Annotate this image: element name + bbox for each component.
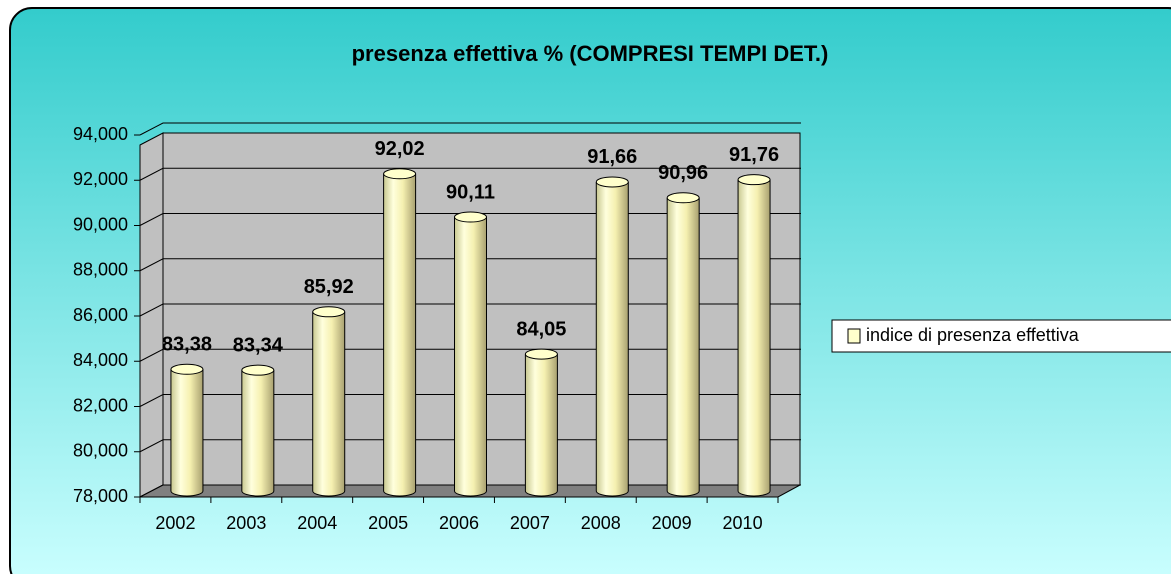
grid-line <box>139 258 801 272</box>
bar-outline <box>383 173 417 497</box>
bar-outline <box>595 181 629 497</box>
x-tick-label: 2007 <box>510 513 550 533</box>
y-tick-label: 86,000 <box>73 305 128 325</box>
data-label: 92,02 <box>375 138 425 160</box>
x-tick-label: 2010 <box>723 513 763 533</box>
y-tick-label: 94,000 <box>73 124 128 144</box>
grid-line <box>139 122 801 136</box>
data-label: 90,11 <box>446 181 495 203</box>
data-label: 85,92 <box>304 276 354 298</box>
data-label: 84,05 <box>516 318 566 340</box>
x-tick-label: 2003 <box>226 513 266 533</box>
data-label: 91,66 <box>587 146 637 168</box>
bar-top <box>524 348 558 360</box>
grid-line <box>139 439 801 453</box>
bar-top <box>595 176 629 188</box>
legend-label: indice di presenza effettiva <box>866 325 1080 345</box>
grid-line <box>139 303 801 317</box>
y-tick-label: 78,000 <box>73 486 128 506</box>
bar-top <box>666 192 700 204</box>
bar-top <box>170 363 204 375</box>
bar-outline <box>241 370 275 497</box>
grid-line <box>139 394 801 407</box>
bar-top <box>454 211 487 223</box>
grid-line <box>139 167 801 181</box>
bar-top <box>312 306 346 318</box>
x-tick-label: 2008 <box>581 513 621 533</box>
bar-outline <box>170 369 204 497</box>
bar-outline <box>524 354 558 497</box>
bar-outline <box>666 197 700 497</box>
x-tick-label: 2009 <box>652 513 692 533</box>
y-tick-label: 90,000 <box>73 214 128 234</box>
data-label: 83,34 <box>233 334 284 356</box>
legend-swatch <box>847 328 861 344</box>
data-label: 83,38 <box>162 334 212 356</box>
bar-top <box>737 174 771 186</box>
bar-top <box>383 168 417 180</box>
data-label: 90,96 <box>658 162 708 184</box>
y-tick-label: 88,000 <box>73 260 128 280</box>
chart-title: presenza effettiva % (COMPRESI TEMPI DET… <box>352 41 829 66</box>
bar-outline <box>454 217 487 497</box>
grid-line <box>139 348 801 362</box>
data-label: 91,76 <box>729 144 779 166</box>
grid-line <box>139 213 801 226</box>
x-tick-label: 2002 <box>155 513 195 533</box>
x-tick-label: 2005 <box>368 513 408 533</box>
x-tick-label: 2004 <box>297 513 337 533</box>
y-tick-label: 82,000 <box>73 395 128 415</box>
side-wall <box>139 132 164 498</box>
y-tick-label: 84,000 <box>73 350 128 370</box>
bar-outline <box>737 179 771 497</box>
y-tick-label: 80,000 <box>73 441 128 461</box>
bar-top <box>241 364 275 376</box>
bar-outline <box>312 311 346 497</box>
legend <box>831 319 1171 353</box>
y-tick-label: 92,000 <box>73 169 128 189</box>
x-tick-label: 2006 <box>439 513 479 533</box>
